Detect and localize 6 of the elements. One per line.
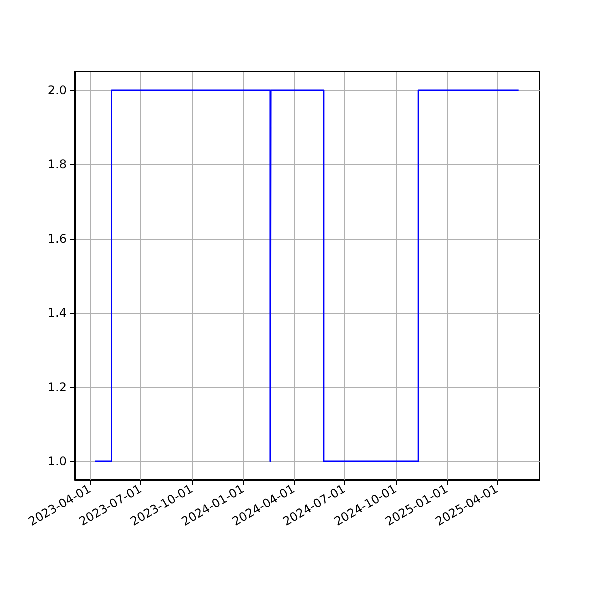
y-tick-label: 1.6	[48, 232, 67, 246]
y-tick-label: 1.0	[48, 454, 67, 468]
y-tick-label: 1.8	[48, 158, 67, 172]
y-tick-label: 1.4	[48, 306, 67, 320]
y-tick-label: 2.0	[48, 84, 67, 98]
y-tick-label: 1.2	[48, 380, 67, 394]
